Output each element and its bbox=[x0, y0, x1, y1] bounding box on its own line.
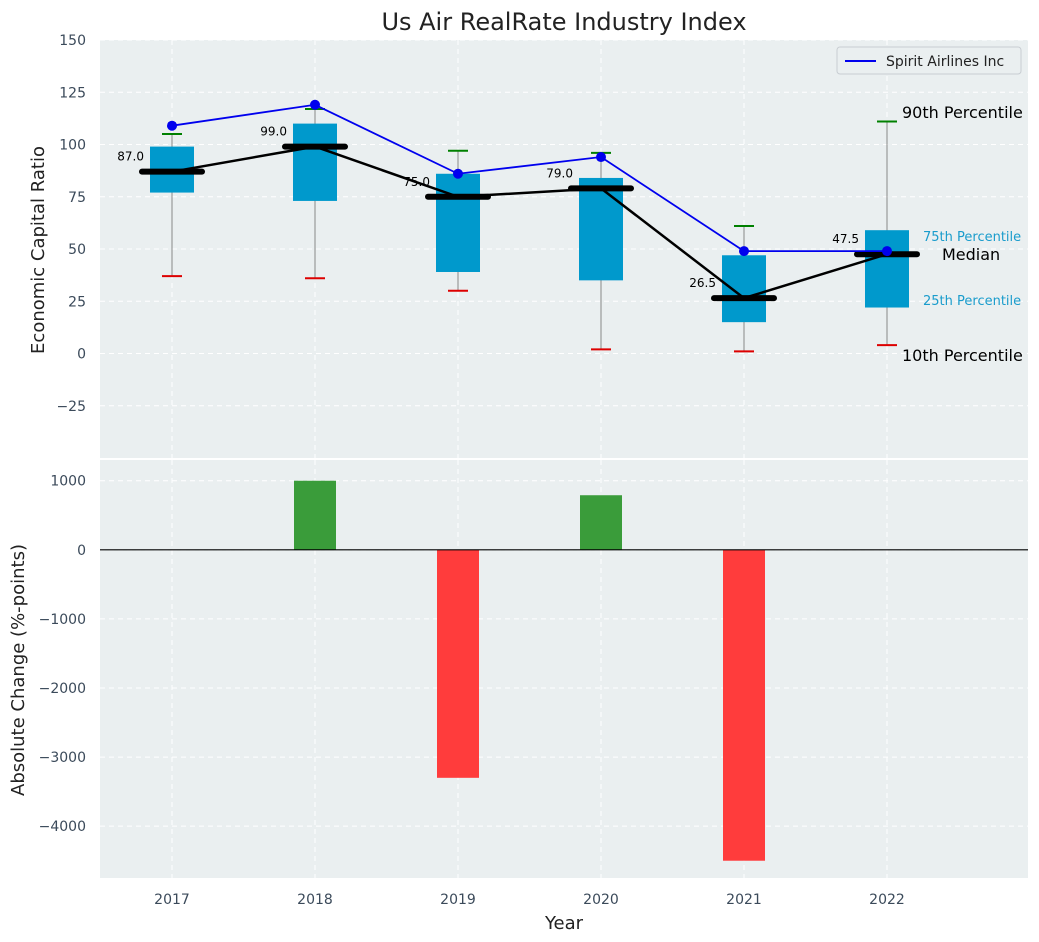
top-y-tick-label: 0 bbox=[77, 347, 86, 363]
chart-labels: −25 0 25 50 75 100 125 150 −4000 −3000 −2000 −1000 0… bbox=[39, 33, 905, 908]
median-value-label: 47.5 bbox=[832, 232, 859, 246]
iqr-box bbox=[865, 230, 909, 308]
top-y-tick-label: 150 bbox=[59, 33, 86, 49]
median-value-label: 26.5 bbox=[689, 276, 716, 290]
chart-title: Us Air RealRate Industry Index bbox=[381, 8, 746, 36]
top-y-axis-title: Economic Capital Ratio bbox=[28, 146, 49, 354]
bottom-y-axis-title: Absolute Change (%-points) bbox=[8, 544, 29, 796]
x-tick-label: 2021 bbox=[726, 892, 762, 908]
bottom-y-tick-label: −2000 bbox=[39, 681, 86, 697]
x-tick-label: 2019 bbox=[440, 892, 476, 908]
bottom-plot-area bbox=[100, 460, 1028, 878]
x-tick-label: 2022 bbox=[869, 892, 905, 908]
annotation-p10: 10th Percentile bbox=[902, 346, 1023, 365]
company-series-point bbox=[596, 152, 606, 163]
bottom-y-tick-label: 0 bbox=[77, 543, 86, 559]
bottom-y-tick-label: −4000 bbox=[39, 819, 86, 835]
median-value-label: 79.0 bbox=[546, 166, 573, 180]
company-series-point bbox=[882, 246, 892, 257]
top-y-tick-label: 50 bbox=[68, 242, 86, 258]
median-value-label: 87.0 bbox=[117, 150, 144, 164]
iqr-box bbox=[722, 255, 766, 323]
top-chart-content bbox=[139, 99, 920, 353]
bottom-y-tick-label: −3000 bbox=[39, 750, 86, 766]
change-bar bbox=[580, 495, 622, 550]
x-axis-title: Year bbox=[544, 913, 584, 934]
bottom-y-tick-label: 1000 bbox=[50, 474, 86, 490]
annotation-median: Median bbox=[942, 245, 1000, 264]
company-series-point bbox=[167, 120, 177, 131]
annotation-p90: 90th Percentile bbox=[902, 103, 1023, 122]
bottom-chart-content bbox=[100, 480, 1028, 861]
annotation-p25: 25th Percentile bbox=[923, 294, 1021, 309]
top-y-tick-label: 25 bbox=[68, 294, 86, 310]
x-tick-label: 2020 bbox=[583, 892, 619, 908]
annotation-p75: 75th Percentile bbox=[923, 230, 1021, 245]
median-value-label: 99.0 bbox=[260, 125, 287, 139]
legend-box bbox=[836, 46, 1022, 75]
bottom-y-tick-label: −1000 bbox=[39, 612, 86, 628]
top-y-tick-label: 75 bbox=[68, 190, 86, 206]
median-trend-line bbox=[171, 145, 888, 300]
x-tick-label: 2018 bbox=[297, 892, 333, 908]
change-bar bbox=[294, 480, 336, 550]
top-y-tick-label: 100 bbox=[59, 138, 86, 154]
top-y-tick-label: −25 bbox=[56, 399, 86, 415]
iqr-box bbox=[436, 173, 480, 272]
median-value-label: 75.0 bbox=[403, 175, 430, 189]
change-bar bbox=[723, 549, 765, 861]
iqr-box bbox=[579, 177, 623, 281]
x-tick-label: 2017 bbox=[154, 892, 190, 908]
company-series-point bbox=[739, 246, 749, 257]
company-series-line bbox=[171, 103, 887, 252]
company-series-point bbox=[310, 99, 320, 110]
top-y-tick-label: 125 bbox=[59, 85, 86, 101]
legend: Spirit Airlines Inc bbox=[836, 46, 1022, 75]
legend-label: Spirit Airlines Inc bbox=[886, 54, 1004, 70]
company-series-point bbox=[453, 168, 463, 179]
iqr-box bbox=[293, 123, 337, 201]
change-bar bbox=[437, 549, 479, 778]
